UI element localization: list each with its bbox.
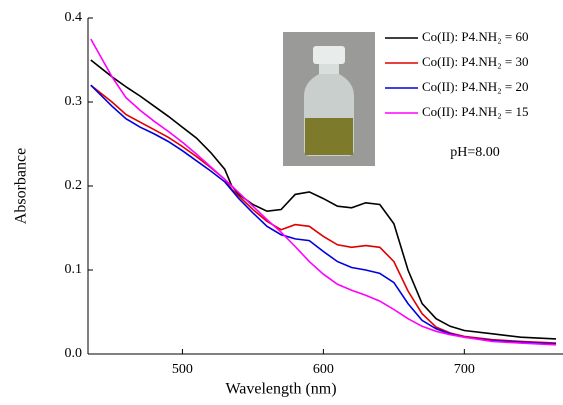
data-line — [90, 38, 557, 346]
legend-label: Co(II): P4.NH₂ = 15 — [422, 104, 528, 119]
data-line — [90, 84, 557, 344]
x-tick-label: 500 — [172, 362, 193, 377]
x-tick-label: 600 — [313, 362, 334, 377]
y-axis-label: Absorbance — [13, 148, 30, 224]
annotation: pH=8.00 — [450, 145, 500, 160]
y-tick-label: 0.1 — [65, 262, 83, 277]
y-tick-label: 0.2 — [65, 178, 83, 193]
legend-label: Co(II): P4.NH₂ = 30 — [422, 54, 528, 69]
x-axis-label: Wavelength (nm) — [225, 381, 336, 398]
x-tick-label: 700 — [454, 362, 475, 377]
y-tick-label: 0.3 — [65, 94, 83, 109]
legend-label: Co(II): P4.NH₂ = 20 — [422, 79, 528, 94]
data-line — [90, 59, 557, 340]
legend-label: Co(II): P4.NH₂ = 60 — [422, 29, 528, 44]
inset-photo — [283, 32, 375, 166]
data-line — [90, 84, 557, 345]
y-tick-label: 0.4 — [65, 10, 83, 25]
y-tick-label: 0.0 — [65, 346, 83, 361]
